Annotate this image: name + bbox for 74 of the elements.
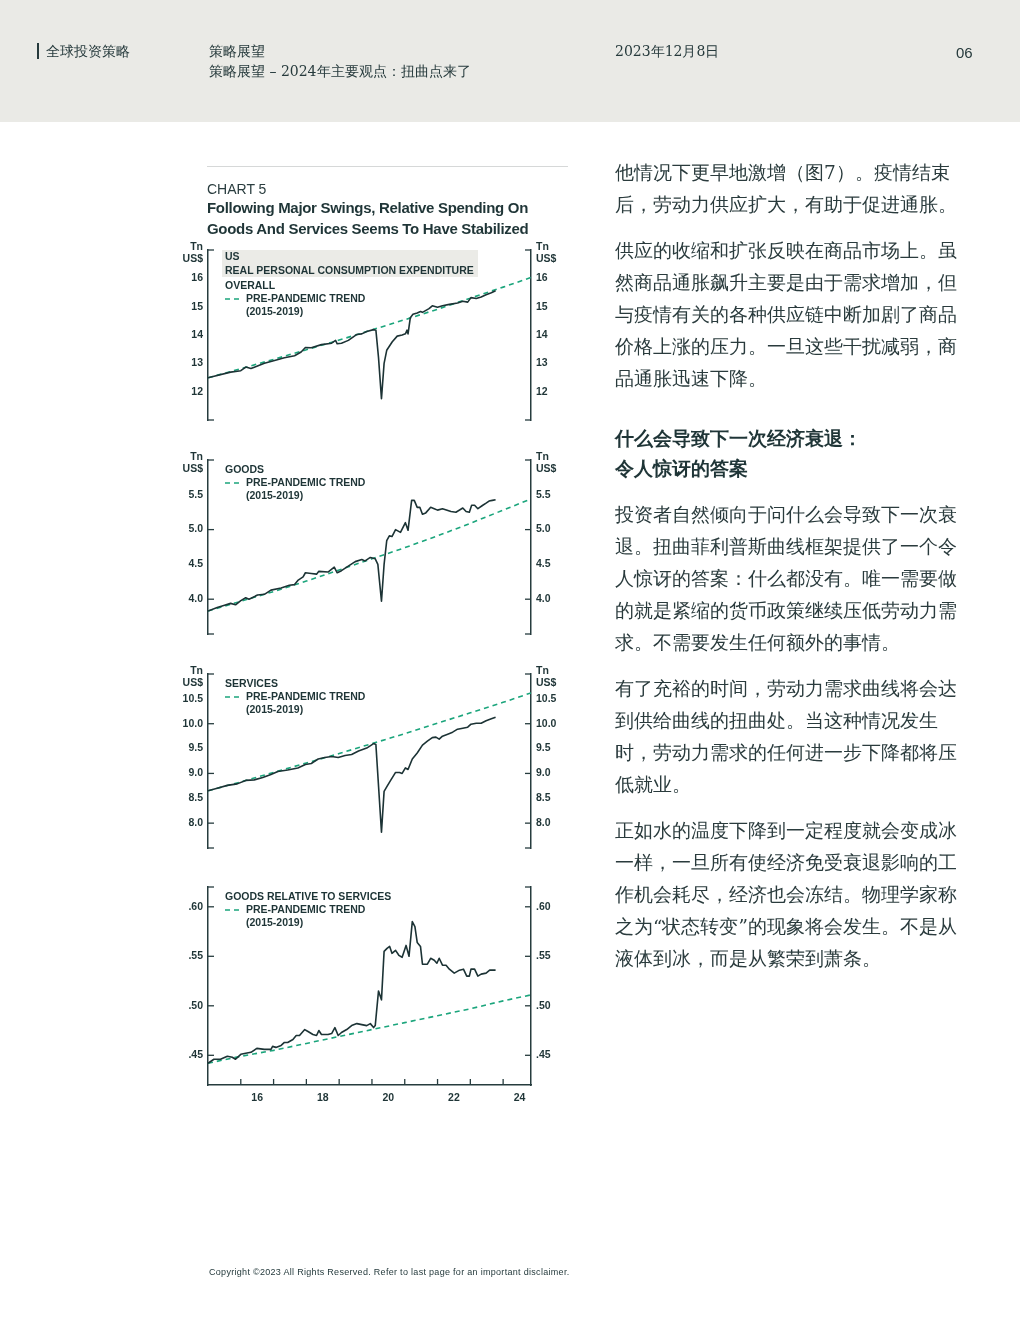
- y-tick-label: 5.0: [188, 522, 204, 535]
- y2-tick-label: .55: [536, 949, 551, 962]
- x-tick-label: 16: [251, 1091, 264, 1104]
- y-tick-label: 16: [191, 271, 204, 284]
- text: 什么会导致下一次经济衰退：令人惊讶的答案: [615, 426, 863, 481]
- text: 全球投资策略: [46, 42, 130, 60]
- y-tick-label: 14: [191, 327, 204, 340]
- chart-subtitle: CHART 5: [207, 181, 267, 197]
- y2-tick-label: 10.0: [536, 716, 557, 729]
- x-tick-label: 18: [316, 1091, 329, 1104]
- y2-tick-label: 10.5: [536, 691, 557, 704]
- y2-axis-title: Tn US$: [536, 449, 557, 474]
- y-tick-label: 8.0: [188, 816, 204, 829]
- legend-label: PRE-PANDEMIC TREND (2015-2019): [246, 475, 366, 501]
- text: SERVICES: [225, 676, 278, 689]
- text: 策略展望 – 2024年主要观点：扭曲点来了: [209, 62, 471, 80]
- y2-tick-label: 13: [536, 356, 548, 369]
- text: GOODS RELATIVE TO SERVICES: [225, 889, 392, 902]
- y2-tick-label: 5.5: [536, 487, 551, 500]
- x-tick-label: 24: [513, 1091, 526, 1104]
- text: Copyright ©2023 All Rights Reserved. Refer to last page for an important disclaimer.: [209, 1266, 570, 1278]
- y2-tick-label: 12: [536, 384, 548, 397]
- x-tick-label: 20: [382, 1091, 395, 1104]
- y2-tick-label: 4.5: [536, 557, 551, 570]
- y2-tick-label: .50: [536, 998, 551, 1011]
- y2-tick-label: 9.0: [536, 766, 551, 779]
- text: 策略展望: [209, 42, 265, 60]
- y-tick-label: 8.5: [188, 791, 204, 804]
- y-tick-label: .60: [188, 899, 204, 912]
- y2-tick-label: 8.5: [536, 791, 551, 804]
- legend-label: PRE-PANDEMIC TREND (2015-2019): [246, 291, 366, 317]
- chart-title: Following Major Swings, Relative Spending On Goods And Services Seems To Have Stabilized: [207, 198, 530, 239]
- x-tick-label: 22: [448, 1091, 460, 1104]
- line-series: [208, 994, 531, 1065]
- y2-tick-label: 15: [536, 299, 548, 312]
- y-tick-label: .55: [188, 949, 204, 962]
- y2-tick-label: 14: [536, 327, 548, 340]
- y2-tick-label: 16: [536, 271, 548, 284]
- y-axis-title: Tn US$: [182, 239, 204, 264]
- text: 2023年12月8日: [615, 42, 720, 60]
- y-tick-label: 4.0: [188, 592, 204, 605]
- y-tick-label: 12: [191, 384, 204, 397]
- y-tick-label: 4.5: [188, 557, 204, 570]
- y-axis-title: Tn US$: [182, 663, 204, 688]
- y-tick-label: 5.5: [188, 487, 204, 500]
- annotation: US: [224, 250, 241, 264]
- y-tick-label: .50: [188, 998, 204, 1011]
- y-tick-label: 10.0: [182, 716, 204, 729]
- text: 正如水的温度下降到一定程度就会变成冰一样，一旦所有使经济免受衰退影响的工作机会耗尽，经济也会冻结。物理学家称之为“状态转变”的现象将会发生。不是从液体到冰，而是从繁荣到萧条。: [615, 819, 958, 971]
- y2-axis-title: Tn US$: [536, 663, 557, 688]
- legend-label: PRE-PANDEMIC TREND (2015-2019): [246, 689, 366, 715]
- text: 他情况下更早地激增（图7）。疫情结束后，劳动力供应扩大，有助于促进通胀。: [615, 161, 958, 217]
- y2-tick-label: .45: [536, 1048, 551, 1061]
- y-tick-label: 9.0: [188, 766, 204, 779]
- y2-tick-label: 9.5: [536, 741, 551, 754]
- y2-tick-label: 4.0: [536, 592, 551, 605]
- y-tick-label: 13: [191, 356, 204, 369]
- text: 有了充裕的时间，劳动力需求曲线将会达到供给曲线的扭曲处。当这种情况发生时，劳动力需求的任何进一步下降都将压低就业。: [615, 677, 958, 797]
- annotation: REAL PERSONAL CONSUMPTION EXPENDITURE: [224, 263, 475, 277]
- y-tick-label: 10.5: [182, 691, 204, 704]
- y-tick-label: 15: [191, 299, 204, 312]
- y2-tick-label: 8.0: [536, 816, 551, 829]
- y-tick-label: 9.5: [188, 741, 204, 754]
- y-axis-title: Tn US$: [182, 449, 204, 474]
- y2-tick-label: .60: [536, 899, 551, 912]
- y2-tick-label: 5.0: [536, 522, 551, 535]
- text: 06: [956, 44, 973, 62]
- legend-label: PRE-PANDEMIC TREND (2015-2019): [246, 902, 366, 928]
- y2-axis-title: Tn US$: [536, 239, 557, 264]
- y-tick-label: .45: [188, 1048, 204, 1061]
- text: 投资者自然倾向于问什么会导致下一次衰退。扭曲菲利普斯曲线框架提供了一个令人惊讶的答案：什么都没有。唯一需要做的就是紧缩的货币政策继续压低劳动力需求。不需要发生任何额外的事情。: [615, 503, 958, 655]
- text: GOODS: [225, 462, 265, 475]
- text: 供应的收缩和扩张反映在商品市场上。虽然商品通胀飙升主要是由于需求增加，但与疫情有关的各种供应链中断加剧了商品价格上涨的压力。一旦这些干扰减弱，商品通胀迅速下降。: [615, 239, 958, 391]
- text: OVERALL: [225, 278, 276, 291]
